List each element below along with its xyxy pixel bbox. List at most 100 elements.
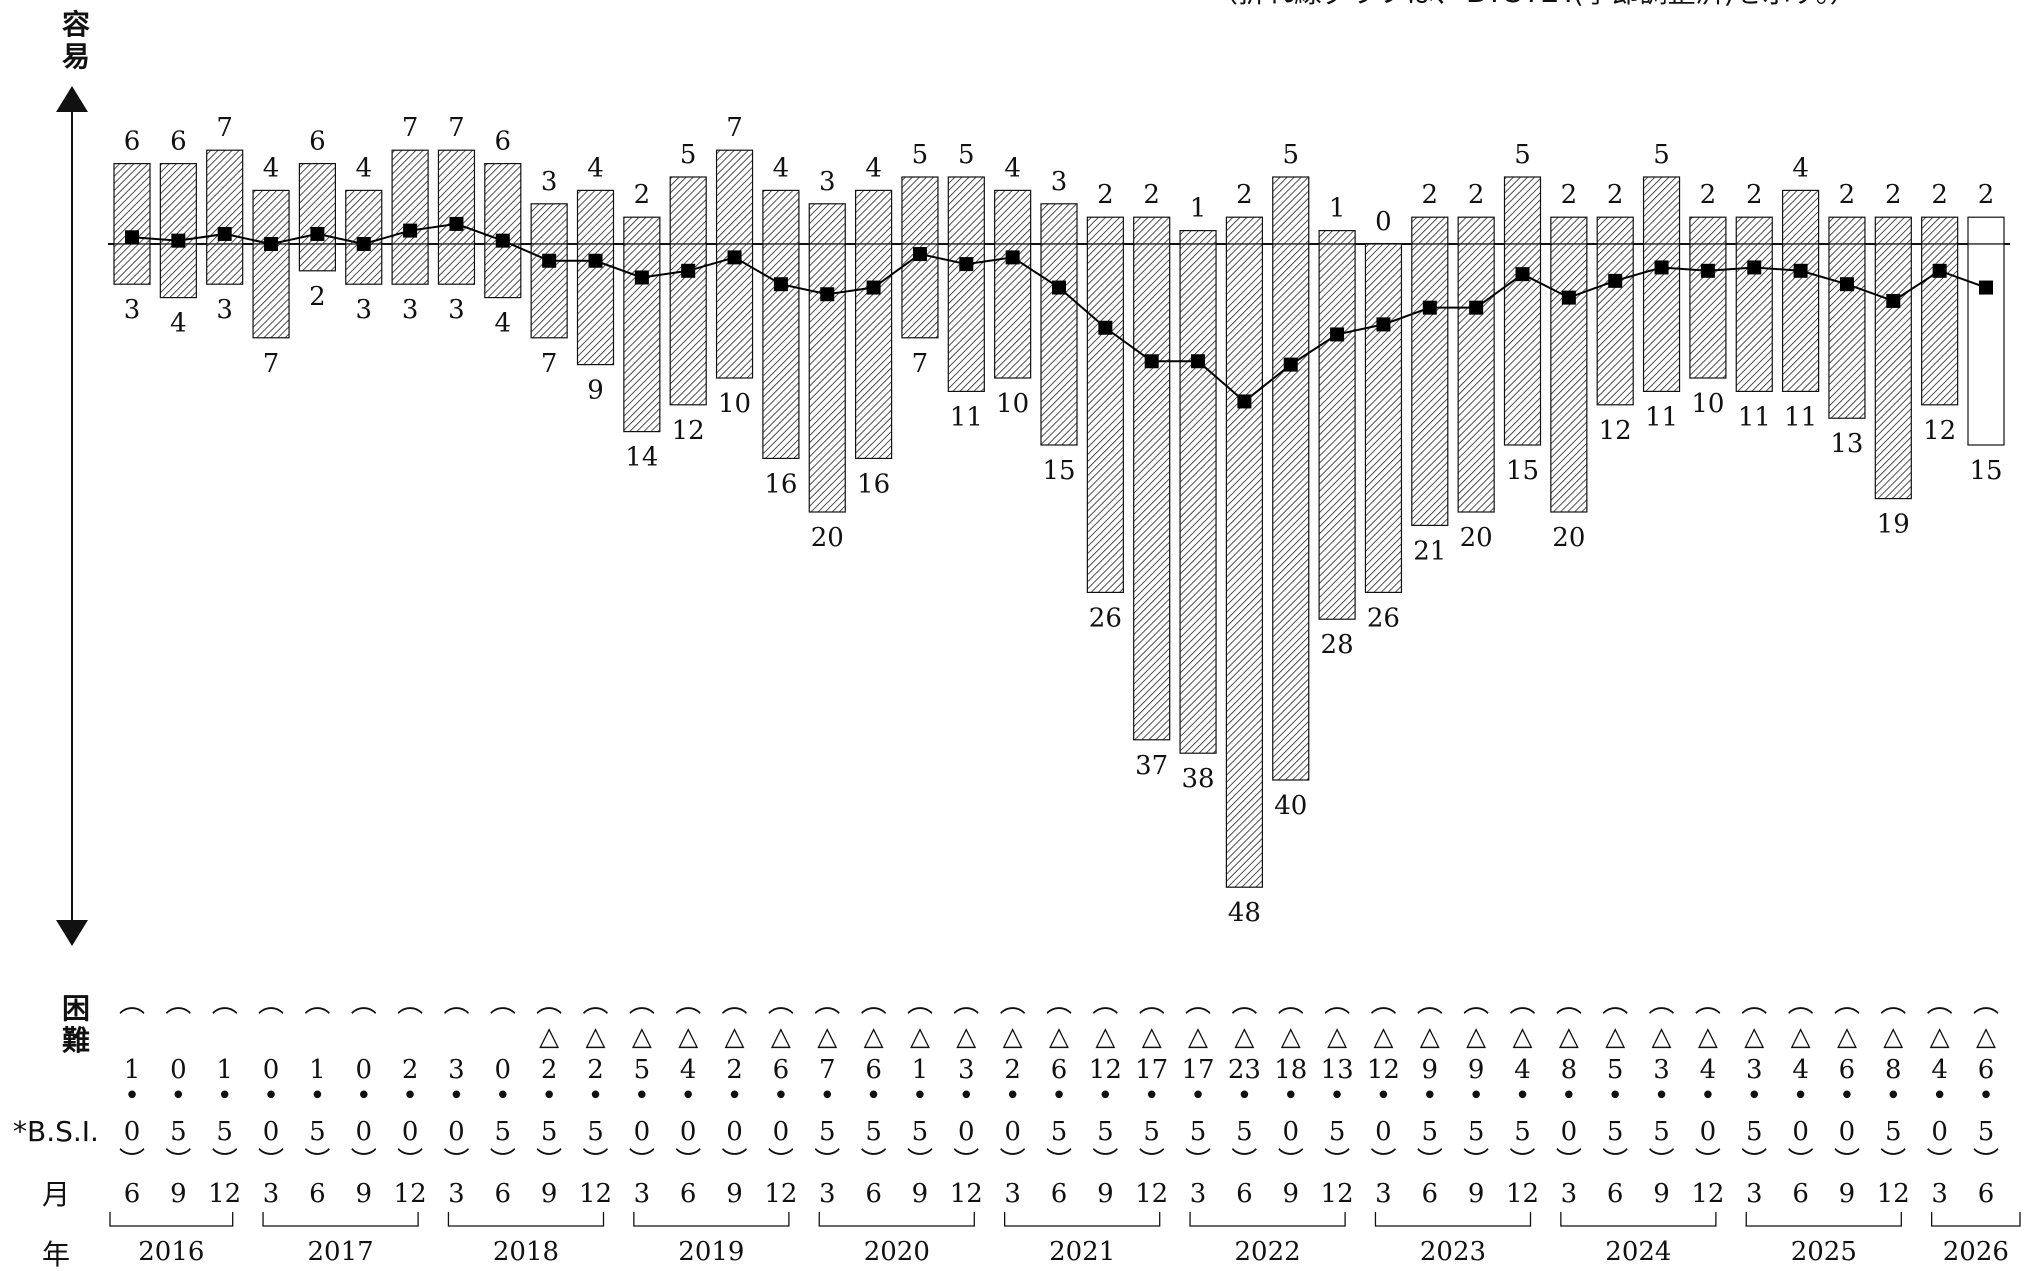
value-label-easy: 2: [1236, 180, 1253, 210]
value-label-easy: 4: [355, 153, 372, 183]
month-label: 12: [579, 1179, 612, 1209]
bsi-marker: [542, 253, 557, 268]
month-label: 6: [1236, 1179, 1253, 1209]
value-label-easy: 2: [1746, 180, 1763, 210]
value-label-easy: 5: [912, 140, 929, 170]
month-label: 9: [541, 1179, 558, 1209]
bsi-marker: [1515, 267, 1530, 282]
value-label-easy: 2: [1885, 180, 1902, 210]
bar-difficult: [1179, 243, 1217, 754]
month-label: 3: [263, 1179, 280, 1209]
bsi-marker: [1700, 263, 1715, 278]
month-label: 12: [764, 1179, 797, 1209]
bsi-line-layer: [125, 216, 1993, 409]
month-label: 3: [1004, 1179, 1021, 1209]
value-label-easy: 2: [1839, 180, 1856, 210]
value-label-easy: 4: [1004, 153, 1021, 183]
value-label-difficult: 26: [1089, 603, 1122, 633]
bar-difficult: [1040, 243, 1078, 446]
year-label: 2017: [307, 1237, 373, 1267]
bar-easy: [252, 189, 290, 245]
bar-easy: [530, 203, 568, 245]
bsi-marker: [773, 277, 788, 292]
month-label: 12: [1321, 1179, 1354, 1209]
bsi-marker: [681, 263, 696, 278]
bar-easy: [159, 163, 197, 245]
value-label-difficult: 11: [950, 402, 983, 432]
bsi-table-value: ︵ △ 7 • 5 ︶: [814, 989, 840, 1177]
month-label: 12: [1877, 1179, 1910, 1209]
year-bracket: [1560, 1212, 1717, 1227]
bar-easy: [1457, 216, 1495, 245]
month-label: 9: [726, 1179, 743, 1209]
bar-easy: [1272, 176, 1310, 245]
value-label-easy: 3: [819, 167, 836, 197]
bar-difficult: [113, 243, 151, 285]
value-label-difficult: 12: [1599, 416, 1632, 446]
bsi-marker: [217, 226, 232, 241]
month-label: 12: [394, 1179, 427, 1209]
bsi-table-value: ︵ △ 5 • 0 ︶: [629, 989, 655, 1177]
year-bracket: [1745, 1212, 1902, 1227]
value-label-difficult: 3: [216, 295, 233, 325]
bsi-marker: [959, 257, 974, 272]
bsi-table-value: ︵ 0 • 5 ︶: [490, 989, 516, 1177]
bar-difficult: [298, 243, 336, 272]
bsi-marker: [171, 233, 186, 248]
month-label: 6: [865, 1179, 882, 1209]
value-label-difficult: 4: [170, 309, 187, 339]
bar-easy: [1642, 176, 1681, 245]
value-label-difficult: 16: [764, 469, 797, 499]
bsi-marker: [1376, 317, 1391, 332]
bsi-marker: [1098, 320, 1113, 335]
bsi-table-value: ︵ 3 • 0 ︶: [443, 989, 469, 1177]
year-label: 2021: [1049, 1237, 1115, 1267]
bar-easy: [1225, 216, 1264, 245]
year-bracket: [447, 1212, 605, 1227]
bar-difficult: [1272, 243, 1310, 781]
bsi-marker: [264, 237, 279, 251]
bar-easy: [669, 176, 707, 245]
value-label-easy: 7: [402, 113, 419, 143]
bsi-table-value: ︵ △ 6 • 0 ︶: [1834, 989, 1860, 1177]
month-label: 6: [1422, 1179, 1439, 1209]
bsi-table-value: ︵ 0 • 5 ︶: [165, 989, 191, 1177]
value-label-difficult: 21: [1413, 536, 1446, 566]
year-bracket: [1004, 1212, 1161, 1227]
value-label-easy: 4: [1792, 153, 1809, 183]
bsi-table-value: ︵ 1 • 5 ︶: [212, 989, 238, 1177]
value-label-easy: 5: [1282, 140, 1299, 170]
bar-easy: [1318, 230, 1356, 245]
year-bracket: [1931, 1212, 2021, 1227]
value-label-difficult: 20: [1460, 523, 1493, 553]
bsi-marker: [403, 223, 418, 238]
arrow-down-icon: [56, 920, 88, 946]
bar-easy: [901, 176, 939, 245]
value-label-easy: 6: [309, 127, 326, 157]
value-label-easy: 5: [680, 140, 697, 170]
value-label-difficult: 9: [587, 376, 604, 406]
value-label-difficult: 10: [1691, 389, 1724, 419]
month-label: 6: [309, 1179, 326, 1209]
bar-difficult: [808, 243, 846, 513]
value-label-easy: 7: [726, 113, 743, 143]
bar-difficult: [159, 243, 197, 299]
value-label-difficult: 3: [355, 295, 372, 325]
bsi-marker: [1747, 260, 1762, 275]
bar-easy: [1967, 216, 2005, 245]
value-label-easy: 2: [1978, 180, 1995, 210]
month-label: 12: [950, 1179, 983, 1209]
bar-easy: [854, 189, 893, 245]
bar-difficult: [437, 243, 476, 285]
value-label-easy: 3: [541, 167, 558, 197]
value-label-difficult: 11: [1645, 402, 1678, 432]
value-label-easy: 7: [216, 113, 233, 143]
value-label-easy: 5: [958, 140, 975, 170]
bar-easy: [345, 189, 383, 245]
month-label: 6: [1607, 1179, 1624, 1209]
bsi-marker: [1886, 293, 1901, 308]
bsi-marker: [1469, 300, 1484, 315]
bsi-table: *B.S.I. 月 年 ︵ 1 • 0 ︶6︵ 0 • 5 ︶9︵ 1 • 5 ︶12︵ 0 • 0 ︶3︵ 1 •…: [13, 989, 2021, 1271]
bsi-marker: [912, 247, 927, 262]
bsi-marker: [356, 237, 371, 251]
